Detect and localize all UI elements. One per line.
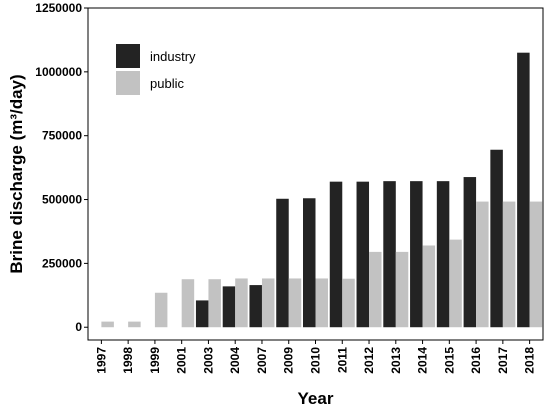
x-tick-label: 2012 xyxy=(362,347,376,374)
y-axis: 0 250000 500000 750000 1000000 1250000 xyxy=(35,1,88,334)
bars-layer xyxy=(101,52,543,328)
legend-label-public: public xyxy=(150,76,184,91)
x-tick-label: 2009 xyxy=(282,347,296,374)
x-tick-label: 1998 xyxy=(121,347,135,374)
y-axis-title: Brine discharge (m³/day) xyxy=(7,74,26,273)
x-tick-label: 2010 xyxy=(309,347,323,374)
x-tick-label: 2017 xyxy=(496,347,510,374)
bar-public-1997 xyxy=(101,321,114,328)
bar-industry-2016 xyxy=(463,177,477,328)
x-tick-label: 1999 xyxy=(148,347,162,374)
y-tick-label: 1250000 xyxy=(35,1,82,15)
bar-public-2016 xyxy=(476,201,489,328)
bar-public-2015 xyxy=(449,239,462,328)
bar-industry-2007 xyxy=(249,285,262,328)
y-tick-label: 1000000 xyxy=(35,65,82,79)
y-tick-label: 500000 xyxy=(42,193,82,207)
bar-industry-2003 xyxy=(195,300,209,328)
bar-public-1998 xyxy=(128,321,141,328)
bar-public-1999 xyxy=(154,292,168,328)
bar-industry-2011 xyxy=(329,181,343,328)
legend-label-industry: industry xyxy=(150,49,196,64)
bar-public-2001 xyxy=(181,279,195,328)
y-tick-label: 750000 xyxy=(42,129,82,143)
bar-industry-2012 xyxy=(356,181,370,328)
x-tick-label: 2003 xyxy=(201,347,215,374)
x-axis-title: Year xyxy=(298,389,334,408)
bar-public-2018 xyxy=(529,201,543,328)
bar-industry-2013 xyxy=(383,181,396,328)
bar-industry-2004 xyxy=(222,286,236,328)
bar-public-2013 xyxy=(395,251,409,328)
bar-public-2004 xyxy=(235,278,248,328)
bar-industry-2010 xyxy=(303,198,316,328)
x-tick-label: 2007 xyxy=(255,347,269,374)
y-tick-label: 0 xyxy=(75,320,82,334)
x-tick-label: 2018 xyxy=(523,347,537,374)
x-tick-label: 2004 xyxy=(228,347,242,374)
bar-industry-2015 xyxy=(436,181,450,328)
bar-industry-2018 xyxy=(517,52,530,328)
x-tick-label: 2016 xyxy=(469,347,483,374)
bar-industry-2017 xyxy=(490,149,503,328)
bar-public-2003 xyxy=(208,279,221,328)
bar-industry-2014 xyxy=(410,181,423,328)
x-tick-label: 2014 xyxy=(416,347,430,374)
x-tick-label: 2001 xyxy=(175,347,189,374)
x-tick-label: 2011 xyxy=(335,347,349,373)
x-tick-label: 1997 xyxy=(94,347,108,374)
bar-public-2017 xyxy=(502,201,516,328)
bar-public-2014 xyxy=(422,245,436,328)
legend: industry public xyxy=(116,44,196,95)
bar-public-2011 xyxy=(342,278,355,328)
bar-public-2010 xyxy=(315,278,328,328)
legend-swatch-public xyxy=(116,71,140,95)
bar-public-2009 xyxy=(288,278,302,328)
x-tick-label: 2015 xyxy=(442,347,456,374)
x-tick-label: 2013 xyxy=(389,347,403,374)
legend-swatch-industry xyxy=(116,44,140,68)
bar-public-2007 xyxy=(261,278,275,328)
y-tick-label: 250000 xyxy=(42,256,82,270)
bar-public-2012 xyxy=(369,251,382,328)
x-axis: 1997 1998 1999 2001 2003 2004 2007 2009 2010 2011… xyxy=(94,340,537,374)
bar-industry-2009 xyxy=(276,198,289,328)
